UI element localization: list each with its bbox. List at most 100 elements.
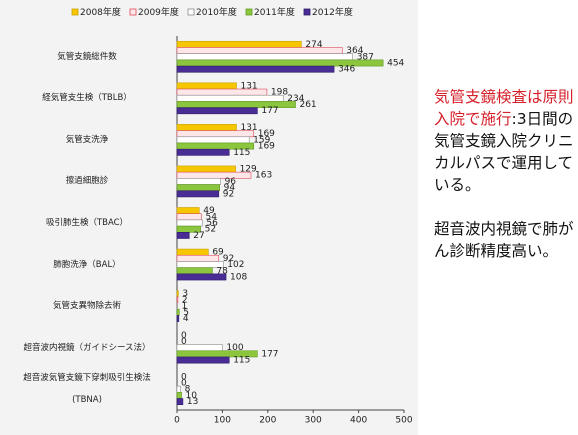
bar <box>176 47 343 54</box>
data-label: 13 <box>187 397 198 407</box>
data-label: 5 <box>183 308 189 318</box>
bar <box>176 315 180 322</box>
side-text: 気管支鏡検査は原則入院で施行:3日間の気管支鏡入院クリニカルパスで運用している。… <box>434 86 576 262</box>
data-label: 2 <box>182 295 188 305</box>
bar <box>176 40 302 48</box>
y-tick-label: 吸引肺生検（TBAC） <box>45 218 129 228</box>
data-label: 177 <box>261 106 278 116</box>
x-tick-label: 100 <box>214 416 231 426</box>
bar <box>176 290 179 298</box>
data-label: 108 <box>230 272 247 282</box>
legend-label: 2011年度 <box>254 6 295 18</box>
data-label: 169 <box>258 129 275 139</box>
bar <box>176 213 202 221</box>
data-label: 115 <box>233 356 250 366</box>
data-label: 96 <box>225 177 237 187</box>
legend-swatch <box>245 8 253 16</box>
data-label: 177 <box>261 349 278 359</box>
data-label: 0 <box>181 331 187 341</box>
bar <box>176 385 181 393</box>
bar <box>176 148 230 156</box>
data-label: 56 <box>206 219 218 229</box>
data-label: 100 <box>226 343 243 353</box>
data-label: 54 <box>206 212 218 222</box>
legend-label: 2008年度 <box>80 6 121 18</box>
legend-swatch <box>129 8 137 16</box>
legend-swatch <box>187 8 195 16</box>
data-label: 159 <box>253 135 270 145</box>
bar <box>176 184 220 192</box>
side-black: :3日間の気管支鏡入院クリニカルパスで運用している。 <box>434 110 574 194</box>
data-label: 92 <box>223 254 234 264</box>
bar <box>176 344 223 352</box>
bar <box>176 267 213 275</box>
data-label: 49 <box>203 206 215 216</box>
data-label: 364 <box>346 46 363 56</box>
bar <box>176 356 230 364</box>
side-note: 超音波内視鏡で肺がん診断精度高い。 <box>434 220 574 260</box>
x-tick-label: 400 <box>350 416 367 426</box>
y-tick-label: 超音波気管支鏡下穿刺吸引生検法 (TBNA) <box>23 373 151 406</box>
bar <box>176 107 258 115</box>
data-label: 346 <box>338 65 355 75</box>
data-label: 8 <box>185 385 191 395</box>
bar <box>176 219 203 227</box>
x-tick-label: 200 <box>259 416 276 426</box>
data-label: 69 <box>212 248 224 258</box>
bar <box>176 88 268 96</box>
bar <box>176 308 180 316</box>
data-label: 163 <box>255 171 272 181</box>
x-tick-label: 500 <box>395 416 412 426</box>
bar <box>176 171 252 179</box>
bar <box>176 207 200 214</box>
bar <box>176 232 190 239</box>
data-label: 0 <box>181 372 187 382</box>
data-label: 0 <box>181 379 187 389</box>
legend-label: 2010年度 <box>196 6 237 18</box>
legend-label: 2009年度 <box>138 6 179 18</box>
bar <box>176 178 221 185</box>
y-tick-label: 肺胞洗浄（BAL） <box>53 259 121 270</box>
bar <box>176 53 353 61</box>
data-label: 3 <box>182 289 188 299</box>
y-tick-label: 気管支鏡総件数 <box>57 51 117 62</box>
data-label: 454 <box>387 58 404 68</box>
bar <box>176 165 236 173</box>
data-label: 27 <box>193 231 204 241</box>
bar <box>176 392 182 399</box>
data-label: 387 <box>357 52 374 62</box>
legend-label: 2012年度 <box>312 6 353 18</box>
data-label: 261 <box>299 100 316 110</box>
data-label: 94 <box>224 183 236 193</box>
data-label: 115 <box>233 148 250 158</box>
data-label: 78 <box>216 266 228 276</box>
data-label: 131 <box>240 81 257 91</box>
data-label: 52 <box>205 225 216 235</box>
bar <box>176 124 237 131</box>
legend-swatch <box>71 8 79 16</box>
data-label: 129 <box>240 165 257 175</box>
bar <box>176 94 284 102</box>
y-tick-label: 経気管支生検（TBLB） <box>42 93 132 104</box>
y-tick-label: 擦過細胞診 <box>65 176 109 187</box>
data-label: 198 <box>271 88 288 98</box>
x-tick-label: 0 <box>174 416 180 426</box>
bar <box>176 273 227 281</box>
data-label: 0 <box>181 337 187 347</box>
bar <box>176 296 179 304</box>
side-red: 気管支鏡検査は原則入院で施行 <box>434 88 574 128</box>
data-label: 92 <box>223 189 234 199</box>
data-label: 234 <box>287 94 304 104</box>
bar <box>176 398 184 406</box>
data-label: 102 <box>227 260 244 270</box>
data-label: 274 <box>305 40 322 50</box>
y-tick-label: 気管支洗浄 <box>65 134 109 145</box>
bar <box>176 190 220 198</box>
bar <box>176 82 237 90</box>
bar <box>176 130 255 138</box>
data-label: 1 <box>181 302 187 312</box>
bar <box>176 254 220 262</box>
data-label: 169 <box>258 142 275 152</box>
